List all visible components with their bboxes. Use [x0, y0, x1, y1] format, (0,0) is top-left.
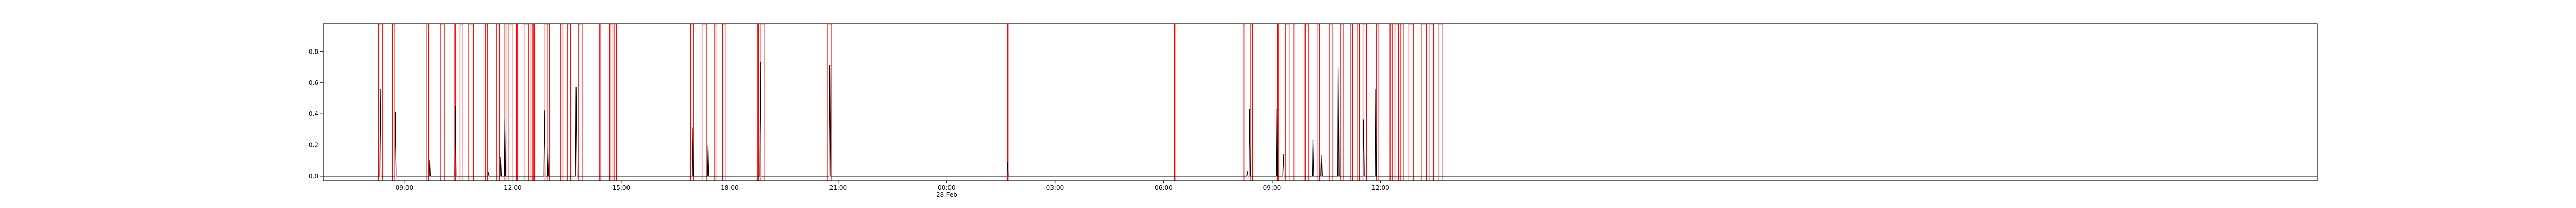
data-point [395, 112, 396, 113]
data-point [1337, 66, 1339, 68]
y-tick-label: 0.8 [309, 48, 318, 55]
data-point [429, 160, 430, 161]
data-point [829, 65, 831, 66]
flag-spans-layer [378, 23, 1443, 181]
data-point [547, 149, 549, 150]
x-tick-label: 00:00 [938, 184, 956, 192]
x-tick-label: 15:00 [613, 184, 631, 192]
y-tick-label: 0.6 [309, 79, 318, 86]
x-tick-label: 09:00 [1263, 184, 1281, 192]
data-point [1249, 109, 1250, 110]
main-series-layer [323, 62, 2317, 177]
y-tick-label: 0.4 [309, 110, 318, 117]
data-point [760, 62, 761, 63]
data-point [1247, 171, 1248, 172]
x-tick-label: 12:00 [1371, 184, 1389, 192]
data-point [1375, 89, 1376, 90]
data-point [692, 127, 693, 129]
data-point [707, 144, 709, 146]
x-tick-label: 03:00 [1046, 184, 1064, 192]
data-point [1283, 153, 1284, 155]
data-point [488, 172, 489, 174]
x-tick-label: 12:00 [504, 184, 522, 192]
y-axis: 0.0 0.2 0.4 0.6 0.8 [309, 48, 323, 180]
data-point [500, 157, 501, 158]
data-point [1276, 109, 1278, 110]
data-point [1321, 155, 1322, 157]
x-tick-sublabel: 28-Feb [936, 191, 957, 198]
x-tick-label: 18:00 [721, 184, 739, 192]
series-line [323, 62, 2317, 177]
data-point [575, 87, 577, 88]
data-point [1007, 161, 1008, 163]
data-point [1312, 140, 1314, 141]
data-point [1363, 119, 1364, 121]
data-point [380, 89, 381, 90]
x-tick-label: 06:00 [1155, 184, 1173, 192]
x-tick-label: 21:00 [829, 184, 848, 192]
plot-frame [323, 23, 2318, 181]
data-point [504, 119, 505, 121]
y-tick-label: 0.0 [309, 172, 318, 180]
data-point [455, 106, 456, 107]
data-point [544, 110, 545, 111]
y-tick-label: 0.2 [309, 142, 318, 149]
x-tick-label: 09:00 [396, 184, 414, 192]
